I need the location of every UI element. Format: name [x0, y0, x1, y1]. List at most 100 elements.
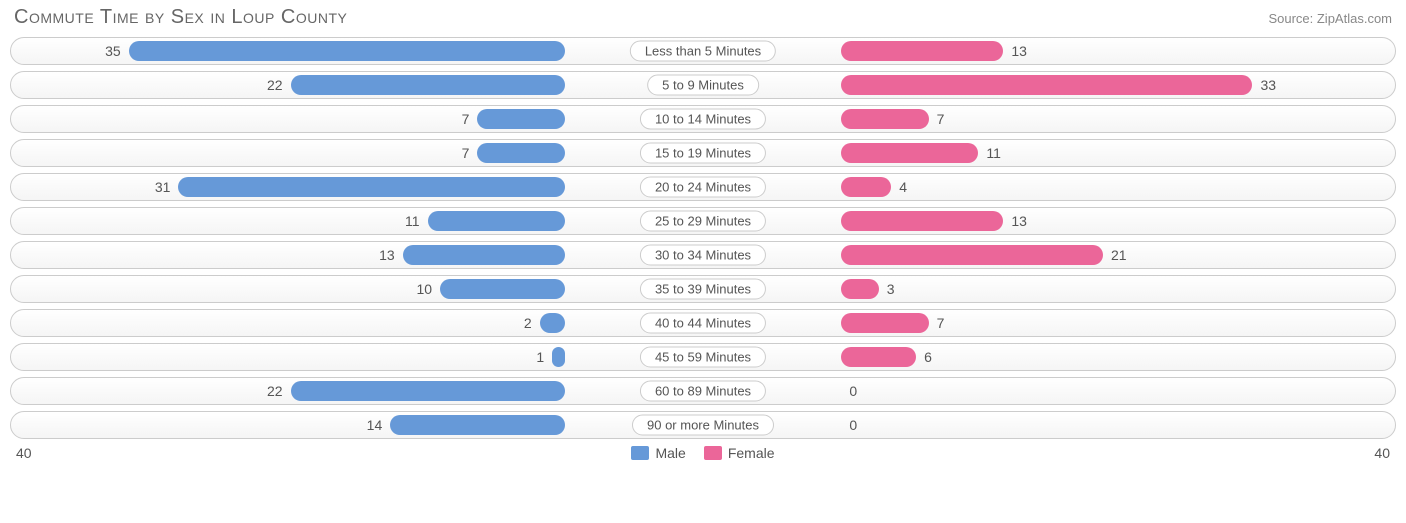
- row-right: 11: [703, 140, 1395, 166]
- chart-row: 1 6 45 to 59 Minutes: [10, 343, 1396, 371]
- female-value: 0: [841, 417, 865, 433]
- female-bar: [841, 41, 1003, 61]
- female-bar: [841, 143, 978, 163]
- row-right: 21: [703, 242, 1395, 268]
- row-right: 6: [703, 344, 1395, 370]
- female-value: 6: [916, 349, 940, 365]
- male-value: 1: [528, 349, 552, 365]
- chart-row: 111325 to 29 Minutes: [10, 207, 1396, 235]
- male-value: 7: [454, 111, 478, 127]
- male-value: 22: [259, 383, 291, 399]
- female-bar: [841, 279, 878, 299]
- female-value: 11: [978, 145, 1009, 161]
- female-value: 13: [1003, 213, 1035, 229]
- category-label: Less than 5 Minutes: [630, 41, 776, 62]
- row-left: 14: [11, 412, 703, 438]
- male-value: 35: [97, 43, 129, 59]
- male-bar: [291, 381, 565, 401]
- male-bar: [440, 279, 565, 299]
- row-right: 7: [703, 106, 1395, 132]
- female-value: 4: [891, 179, 915, 195]
- chart-row: 13 21 30 to 34 Minutes: [10, 241, 1396, 269]
- row-left: 7: [11, 140, 703, 166]
- category-label: 15 to 19 Minutes: [640, 143, 766, 164]
- male-bar: [129, 41, 565, 61]
- row-right: 13: [703, 208, 1395, 234]
- category-label: 10 to 14 Minutes: [640, 109, 766, 130]
- row-left: 22: [11, 378, 703, 404]
- female-bar: [841, 109, 928, 129]
- male-bar: [552, 347, 564, 367]
- female-value: 13: [1003, 43, 1035, 59]
- category-label: 20 to 24 Minutes: [640, 177, 766, 198]
- category-label: 45 to 59 Minutes: [640, 347, 766, 368]
- male-value: 7: [454, 145, 478, 161]
- chart-row: 7 11 15 to 19 Minutes: [10, 139, 1396, 167]
- chart-row: 35 13 Less than 5 Minutes: [10, 37, 1396, 65]
- row-left: 22: [11, 72, 703, 98]
- female-value: 7: [929, 111, 953, 127]
- axis-right-max: 40: [1374, 445, 1390, 461]
- female-value: 0: [841, 383, 865, 399]
- chart-header: Commute Time by Sex in Loup County Sourc…: [10, 6, 1396, 37]
- male-bar: [477, 109, 564, 129]
- row-left: 31: [11, 174, 703, 200]
- commute-chart: Commute Time by Sex in Loup County Sourc…: [0, 0, 1406, 523]
- female-bar: [841, 347, 916, 367]
- axis-left-max: 40: [16, 445, 32, 461]
- male-value: 13: [371, 247, 403, 263]
- female-value: 3: [879, 281, 903, 297]
- female-value: 33: [1252, 77, 1284, 93]
- legend-label-female: Female: [728, 445, 775, 461]
- row-left: 35: [11, 38, 703, 64]
- row-left: 1: [11, 344, 703, 370]
- female-value: 7: [929, 315, 953, 331]
- category-label: 60 to 89 Minutes: [640, 381, 766, 402]
- category-label: 40 to 44 Minutes: [640, 313, 766, 334]
- legend-swatch-female: [704, 446, 722, 460]
- category-label: 35 to 39 Minutes: [640, 279, 766, 300]
- chart-source: Source: ZipAtlas.com: [1268, 11, 1392, 26]
- legend-item-male: Male: [631, 445, 685, 461]
- row-right: 0: [703, 412, 1395, 438]
- male-value: 10: [408, 281, 440, 297]
- row-right: 33: [703, 72, 1395, 98]
- legend: Male Female: [631, 445, 774, 461]
- male-bar: [390, 415, 564, 435]
- male-value: 31: [147, 179, 179, 195]
- row-right: 0: [703, 378, 1395, 404]
- chart-rows: 3513Less than 5 Minutes22335 to 9 Minute…: [10, 37, 1396, 439]
- row-left: 10: [11, 276, 703, 302]
- category-label: 5 to 9 Minutes: [647, 75, 759, 96]
- category-label: 30 to 34 Minutes: [640, 245, 766, 266]
- row-right: 3: [703, 276, 1395, 302]
- row-left: 11: [11, 208, 703, 234]
- chart-row: 10 3 35 to 39 Minutes: [10, 275, 1396, 303]
- chart-title: Commute Time by Sex in Loup County: [14, 6, 347, 29]
- male-value: 14: [359, 417, 391, 433]
- male-bar: [477, 143, 564, 163]
- male-value: 2: [516, 315, 540, 331]
- legend-label-male: Male: [655, 445, 685, 461]
- female-bar: [841, 211, 1003, 231]
- chart-row: 2 7 40 to 44 Minutes: [10, 309, 1396, 337]
- row-left: 13: [11, 242, 703, 268]
- row-right: 4: [703, 174, 1395, 200]
- chart-footer: 40 Male Female 40: [10, 439, 1396, 461]
- legend-swatch-male: [631, 446, 649, 460]
- male-value: 11: [397, 213, 428, 229]
- female-bar: [841, 313, 928, 333]
- legend-item-female: Female: [704, 445, 775, 461]
- male-value: 22: [259, 77, 291, 93]
- chart-row: 22 33 5 to 9 Minutes: [10, 71, 1396, 99]
- row-right: 7: [703, 310, 1395, 336]
- category-label: 90 or more Minutes: [632, 415, 774, 436]
- female-bar: [841, 245, 1103, 265]
- male-bar: [540, 313, 565, 333]
- chart-row: 22 0 60 to 89 Minutes: [10, 377, 1396, 405]
- female-value: 21: [1103, 247, 1135, 263]
- female-bar: [841, 75, 1252, 95]
- chart-row: 31 4 20 to 24 Minutes: [10, 173, 1396, 201]
- male-bar: [178, 177, 564, 197]
- male-bar: [291, 75, 565, 95]
